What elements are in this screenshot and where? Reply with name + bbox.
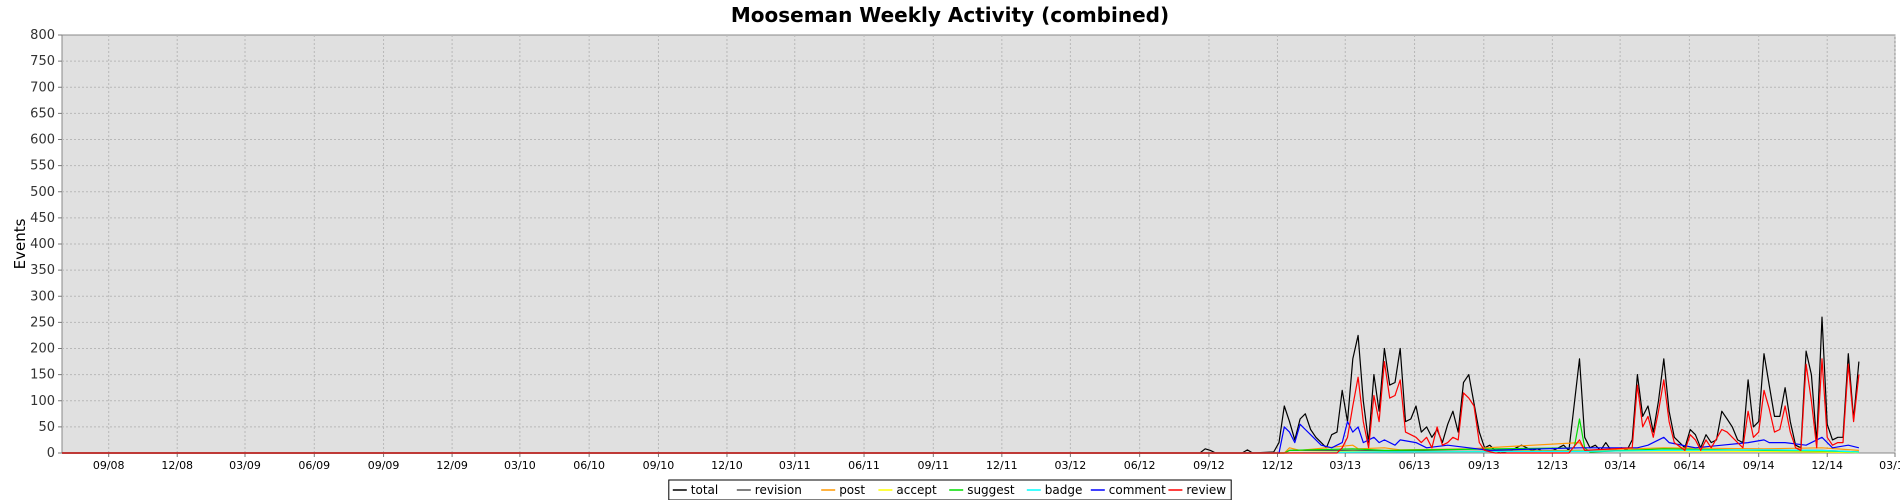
y-axis-label: Events	[11, 218, 29, 269]
x-tick-label: 09/13	[1468, 459, 1500, 472]
y-tick-label: 50	[38, 420, 55, 435]
chart-title: Mooseman Weekly Activity (combined)	[731, 3, 1169, 27]
x-tick-label: 09/09	[368, 459, 400, 472]
y-tick-label: 550	[30, 159, 55, 174]
x-tick-label: 06/10	[573, 459, 605, 472]
y-tick-label: 750	[30, 54, 55, 69]
x-tick-label: 09/10	[643, 459, 675, 472]
y-tick-label: 150	[30, 368, 55, 383]
y-tick-label: 300	[30, 289, 55, 304]
x-tick-label: 03/11	[779, 459, 811, 472]
y-tick-label: 350	[30, 263, 55, 278]
y-tick-label: 400	[30, 237, 55, 252]
y-tick-label: 200	[30, 342, 55, 357]
x-tick-label: 09/12	[1193, 459, 1225, 472]
x-tick-label: 12/13	[1536, 459, 1568, 472]
y-tick-label: 700	[30, 80, 55, 95]
legend-label-accept: accept	[896, 483, 937, 497]
legend-label-total: total	[691, 483, 718, 497]
x-axis-ticks: 09/08 12/08 03/09 06/09 09/09 12/09 03/10 06/10…	[93, 453, 1900, 472]
series-line-review	[62, 358, 1860, 454]
x-tick-label: 03/14	[1604, 459, 1636, 472]
x-tick-label: 06/09	[298, 459, 330, 472]
legend-label-revision: revision	[755, 483, 802, 497]
y-tick-label: 650	[30, 106, 55, 121]
x-tick-label: 06/14	[1674, 459, 1706, 472]
y-tick-label: 500	[30, 185, 55, 200]
x-tick-label: 12/08	[161, 459, 193, 472]
x-tick-label: 12/11	[986, 459, 1018, 472]
x-tick-label: 03/15	[1879, 459, 1900, 472]
x-tick-label: 12/09	[436, 459, 468, 472]
x-tick-label: 09/14	[1743, 459, 1775, 472]
x-tick-label: 09/11	[917, 459, 949, 472]
y-tick-label: 450	[30, 211, 55, 226]
x-tick-label: 06/13	[1399, 459, 1431, 472]
y-tick-label: 250	[30, 315, 55, 330]
y-tick-label: 100	[30, 394, 55, 409]
legend-label-review: review	[1186, 483, 1226, 497]
x-tick-label: 12/14	[1811, 459, 1843, 472]
legend: total revision post accept suggest badge comme…	[668, 479, 1232, 501]
legend-label-suggest: suggest	[967, 483, 1015, 497]
y-tick-label: 600	[30, 133, 55, 148]
x-tick-label: 06/11	[848, 459, 880, 472]
y-axis-ticks: 0 50 100 150 200 250 300 350 400 450 500 550 600 650 7…	[30, 28, 62, 461]
series-line-comment	[62, 421, 1860, 454]
grid-lines	[62, 35, 1896, 453]
x-tick-label: 09/08	[93, 459, 125, 472]
x-tick-label: 06/12	[1124, 459, 1156, 472]
y-tick-label: 0	[47, 446, 55, 461]
legend-label-comment: comment	[1109, 483, 1166, 497]
y-tick-label: 800	[30, 28, 55, 43]
x-tick-label: 12/10	[711, 459, 743, 472]
x-tick-label: 12/12	[1262, 459, 1294, 472]
legend-label-post: post	[839, 483, 865, 497]
series-lines	[62, 316, 1860, 454]
x-tick-label: 03/10	[504, 459, 536, 472]
legend-label-badge: badge	[1045, 483, 1083, 497]
x-tick-label: 03/13	[1329, 459, 1361, 472]
x-tick-label: 03/09	[229, 459, 261, 472]
x-tick-label: 03/12	[1055, 459, 1087, 472]
